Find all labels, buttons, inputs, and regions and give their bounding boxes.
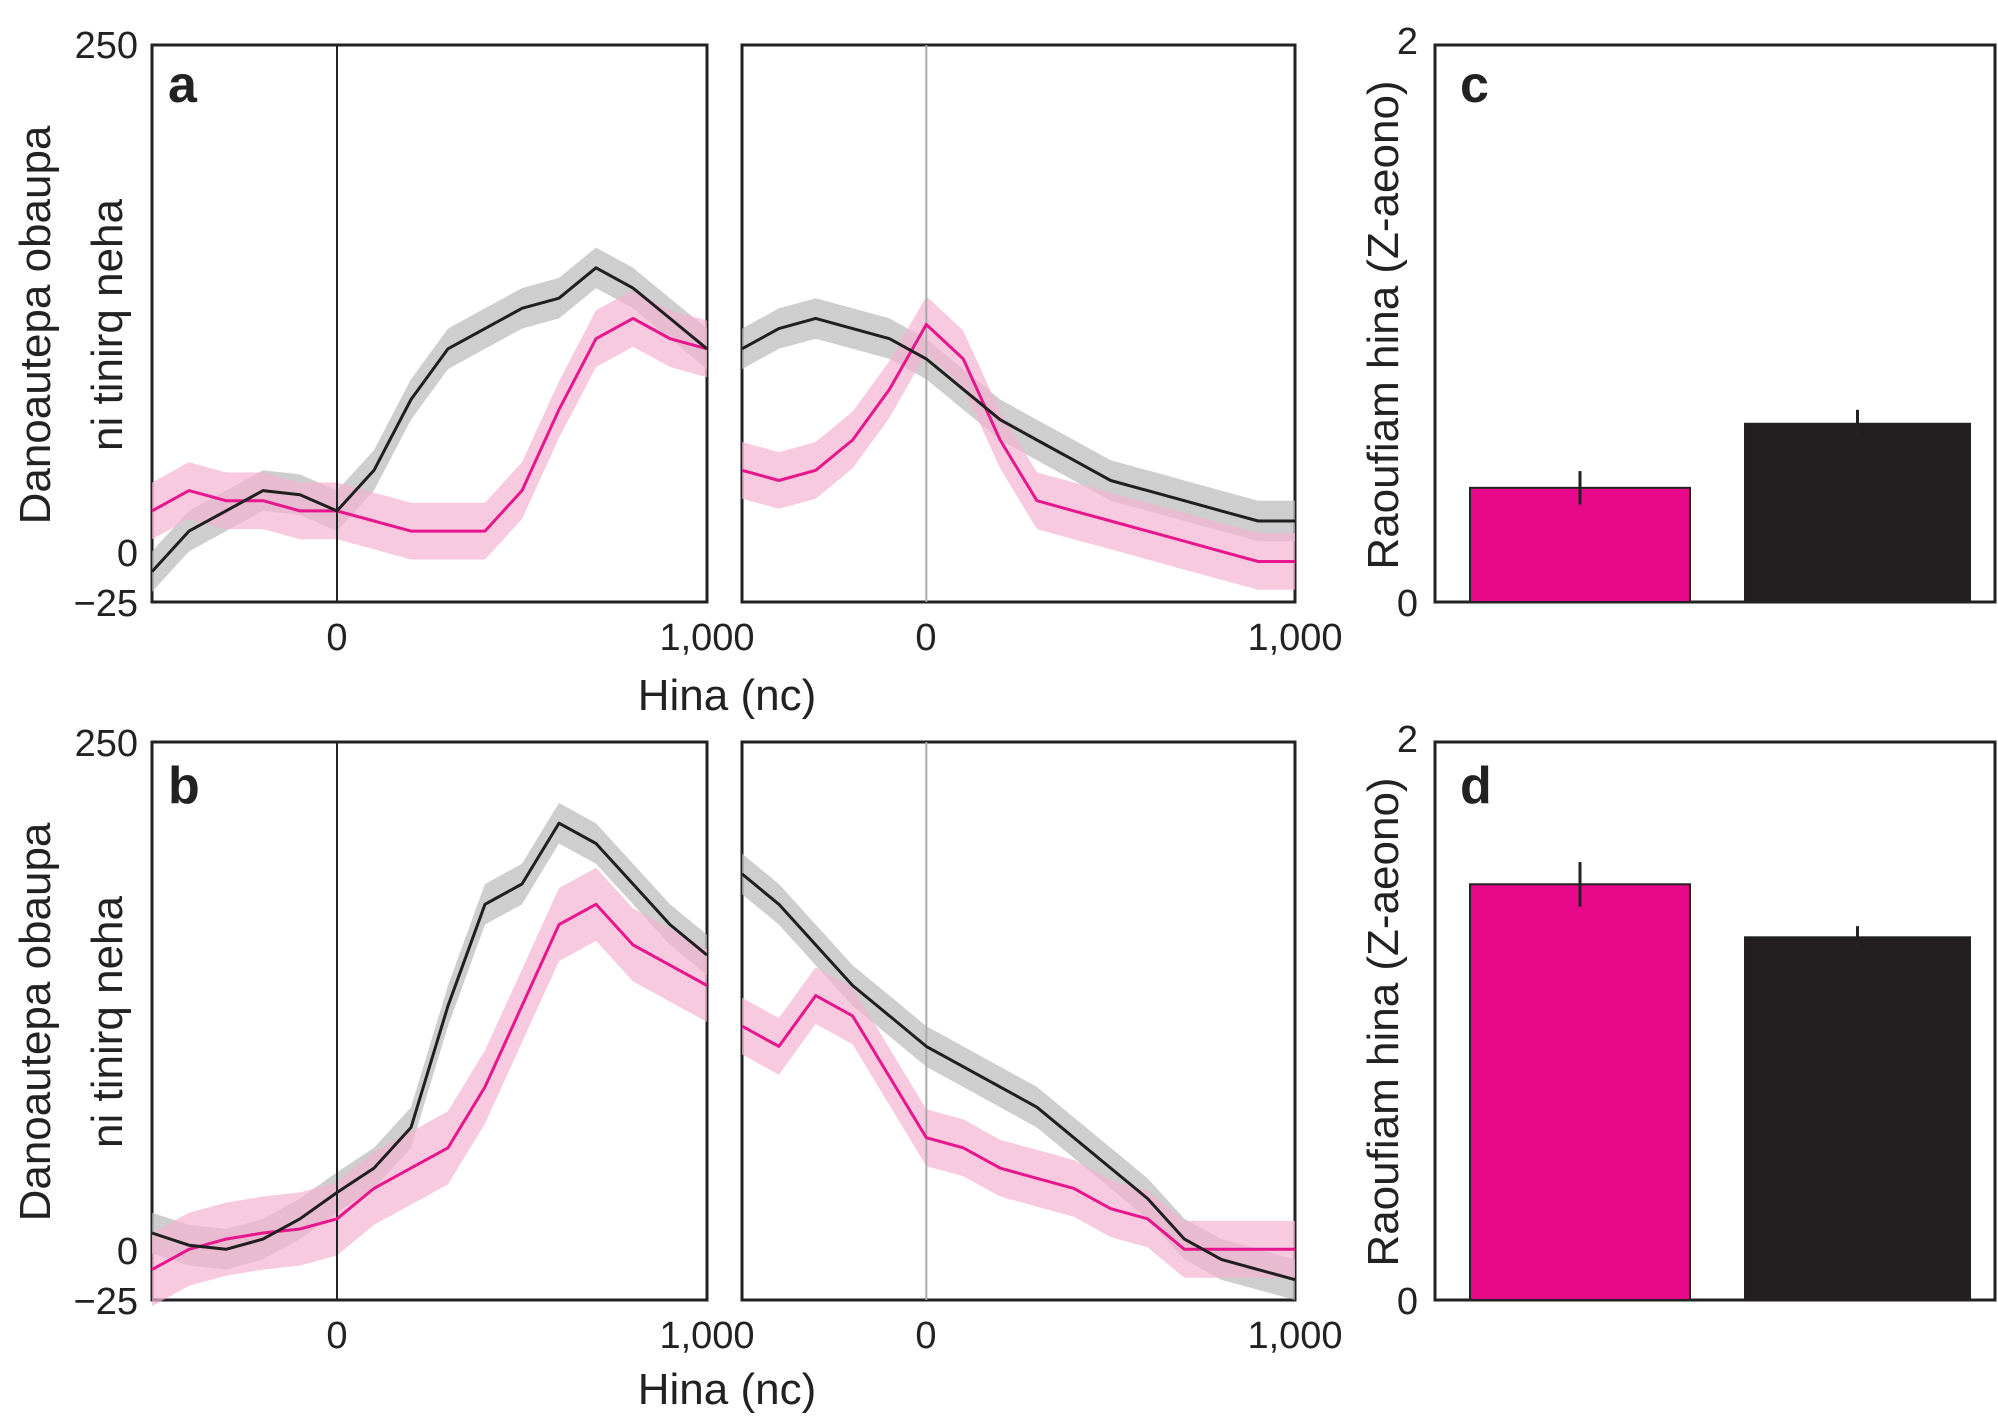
panel-d: d 2 0 Raoufiam hina (Z-aeono) <box>1359 719 1997 1323</box>
series-band-magenta <box>152 867 707 1307</box>
panel-b-left-xtick-0: 0 <box>326 1315 347 1357</box>
bar-black <box>1744 936 1971 1301</box>
panel-b-left-plot <box>151 742 708 1307</box>
panel-a-label: a <box>168 56 198 114</box>
panel-b-ylabel-line1: Danoautepa obaupa <box>11 822 60 1221</box>
panel-a-right-frame <box>740 43 1297 604</box>
panel-a: a 250 0 −25 0 1,000 0 1,000 Hina (nc) Da… <box>11 25 1343 720</box>
series-band-magenta <box>742 296 1295 590</box>
panel-b-label: b <box>168 757 200 815</box>
panel-a-ylabel-line2: ni tinirq neha <box>83 199 132 451</box>
panel-c-label: c <box>1460 56 1489 114</box>
bar-magenta <box>1469 883 1691 1301</box>
panel-b: b 250 0 −25 0 1,000 0 1,000 Hina (nc) Da… <box>11 723 1343 1414</box>
panel-c-ytick-zero: 0 <box>1397 583 1418 625</box>
panel-c-frame <box>1433 43 1997 604</box>
panel-b-ytick-zero: 0 <box>117 1231 138 1273</box>
panel-a-right-plot <box>741 45 1295 602</box>
panel-c-ylabel: Raoufiam hina (Z-aeono) <box>1359 80 1408 569</box>
panel-b-left-xtick-1000: 1,000 <box>659 1315 754 1357</box>
series-line-black <box>150 266 708 573</box>
panel-a-right-xtick-0: 0 <box>915 617 936 659</box>
panel-c-plot <box>1469 409 1971 604</box>
panel-d-ytick-zero: 0 <box>1397 1281 1418 1323</box>
panel-b-ytick-bottom: −25 <box>74 1281 138 1323</box>
series-line-black <box>741 316 1295 523</box>
panel-b-right-plot <box>741 742 1296 1300</box>
panel-b-right-xtick-0: 0 <box>915 1315 936 1357</box>
panel-c: c 2 0 Raoufiam hina (Z-aeono) <box>1359 21 1997 625</box>
series-band-black <box>742 853 1295 1300</box>
panel-a-ytick-zero: 0 <box>117 533 138 575</box>
panel-a-left-xtick-1000: 1,000 <box>659 617 754 659</box>
panel-c-ytick-top: 2 <box>1397 21 1418 63</box>
panel-a-ytick-bottom: −25 <box>74 583 138 625</box>
series-band-black <box>742 298 1295 542</box>
panel-d-ytick-top: 2 <box>1397 719 1418 761</box>
panel-d-ylabel: Raoufiam hina (Z-aeono) <box>1359 777 1408 1266</box>
panel-a-left-plot <box>150 45 708 602</box>
series-band-magenta <box>742 967 1295 1278</box>
bar-black <box>1744 422 1971 604</box>
panel-a-ytick-top: 250 <box>75 25 138 67</box>
series-line-magenta <box>741 994 1295 1251</box>
panel-a-left-xtick-0: 0 <box>326 617 347 659</box>
panel-d-frame <box>1433 740 1997 1302</box>
panel-a-right-xtick-1000: 1,000 <box>1247 617 1342 659</box>
series-line-magenta <box>741 323 1295 563</box>
panel-a-ylabel-line1: Danoautepa obaupa <box>11 125 60 524</box>
panel-d-plot <box>1469 861 1971 1301</box>
panel-b-right-xtick-1000: 1,000 <box>1247 1315 1342 1357</box>
series-band-magenta <box>152 290 707 560</box>
panel-b-xlabel: Hina (nc) <box>638 1365 817 1414</box>
panel-b-ylabel-line2: ni tinirq neha <box>83 896 132 1148</box>
series-line-black <box>741 872 1296 1282</box>
series-line-magenta <box>151 902 708 1271</box>
bar-magenta <box>1469 486 1691 603</box>
panel-a-xlabel: Hina (nc) <box>638 671 817 720</box>
panel-d-label: d <box>1460 757 1492 815</box>
series-line-black <box>151 821 708 1251</box>
panel-b-ytick-top: 250 <box>75 723 138 765</box>
